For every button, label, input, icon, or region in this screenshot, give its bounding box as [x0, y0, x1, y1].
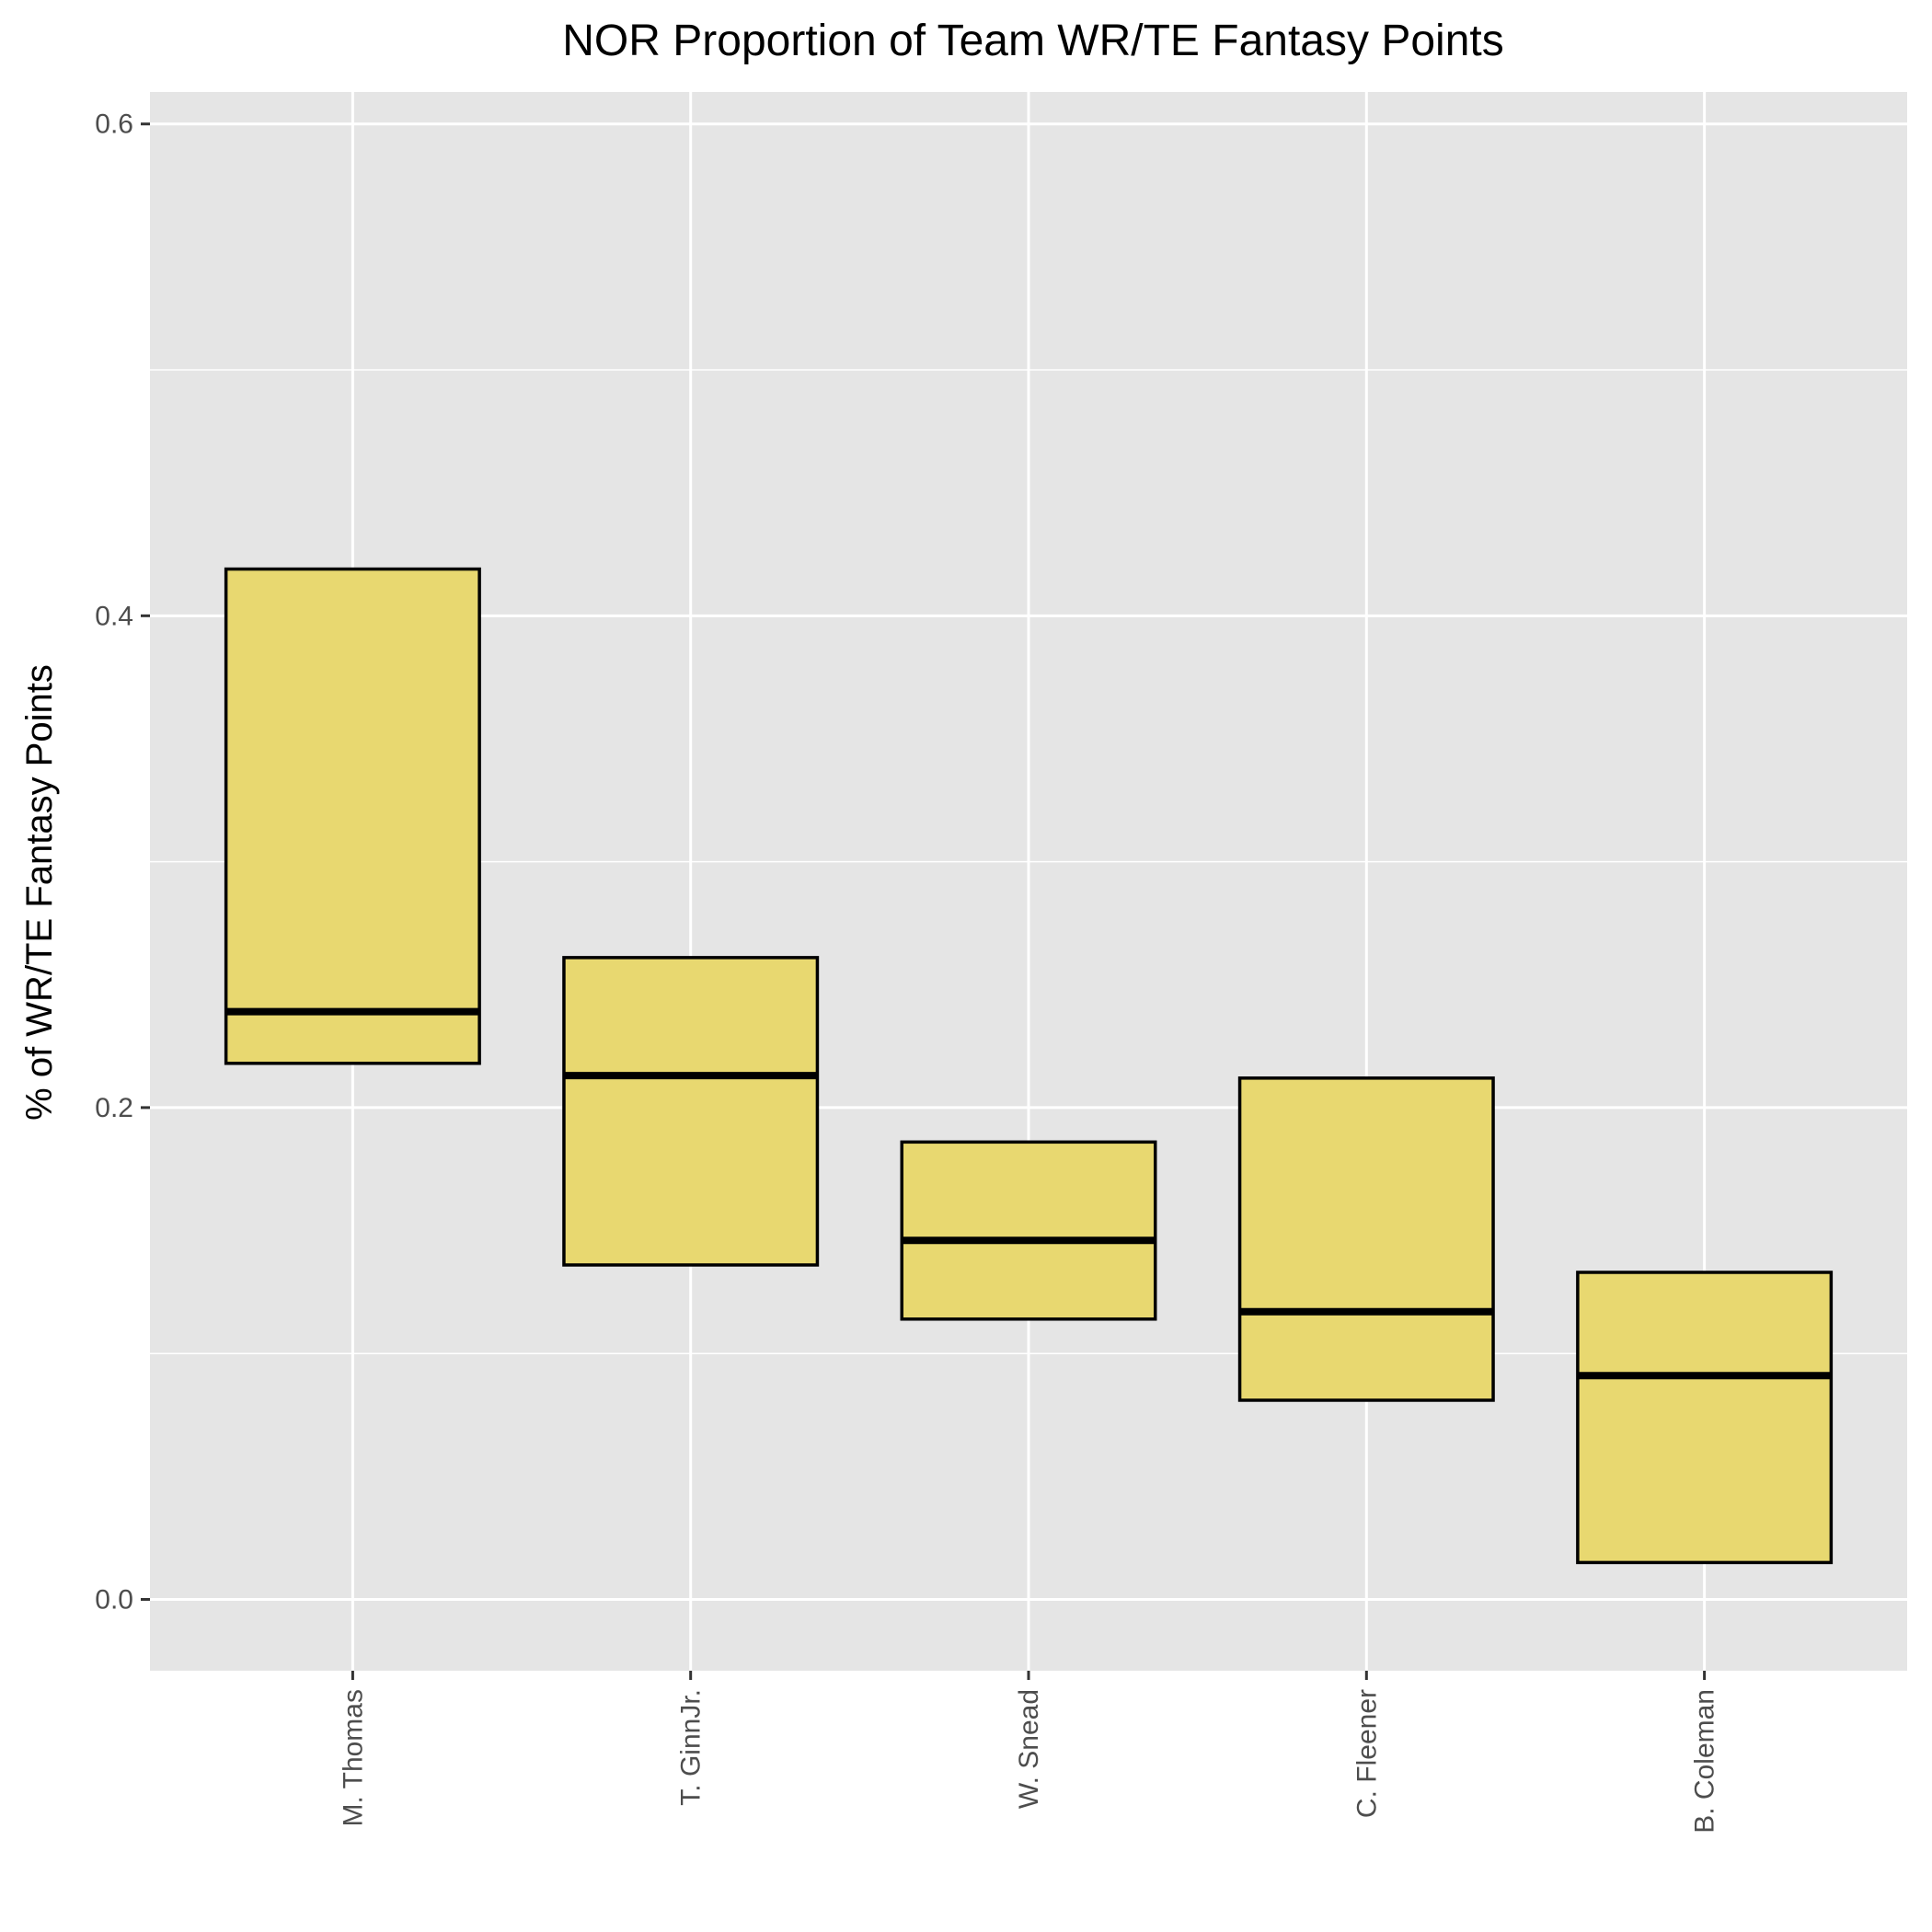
y-tick-label: 0.0 — [95, 1584, 133, 1615]
y-tick-label: 0.2 — [95, 1093, 133, 1123]
box-1 — [224, 567, 481, 1065]
x-tick-label: C. Fleener — [1351, 1689, 1382, 1818]
box-4 — [1237, 1076, 1495, 1402]
x-tick-label: B. Coleman — [1690, 1689, 1720, 1834]
box-iqr-rect — [900, 1140, 1157, 1321]
y-tick-label: 0.4 — [95, 601, 133, 631]
y-tick-label: 0.6 — [95, 109, 133, 140]
box-iqr-rect — [1237, 1076, 1495, 1402]
box-5 — [1576, 1271, 1834, 1565]
grid-layer — [150, 92, 1907, 1671]
x-tick-label: W. Snead — [1014, 1689, 1044, 1809]
x-tick-label: M. Thomas — [338, 1689, 368, 1827]
x-axis: M. Thomas T. GinnJr. W. Snead C. Fleener B. … — [338, 1671, 1720, 1834]
box-iqr-rect — [1576, 1271, 1834, 1565]
chart-title: NOR Proportion of Team WR/TE Fantasy Poi… — [562, 17, 1503, 65]
boxes-layer — [224, 567, 1834, 1565]
box-iqr-rect — [562, 956, 820, 1267]
y-axis-title: % of WR/TE Fantasy Points — [19, 664, 60, 1121]
box-3 — [900, 1140, 1157, 1321]
box-2 — [562, 956, 820, 1267]
y-axis: 0.0 0.2 0.4 0.6 — [95, 109, 150, 1615]
x-tick-label: T. GinnJr. — [676, 1689, 707, 1806]
box-iqr-rect — [224, 567, 481, 1065]
